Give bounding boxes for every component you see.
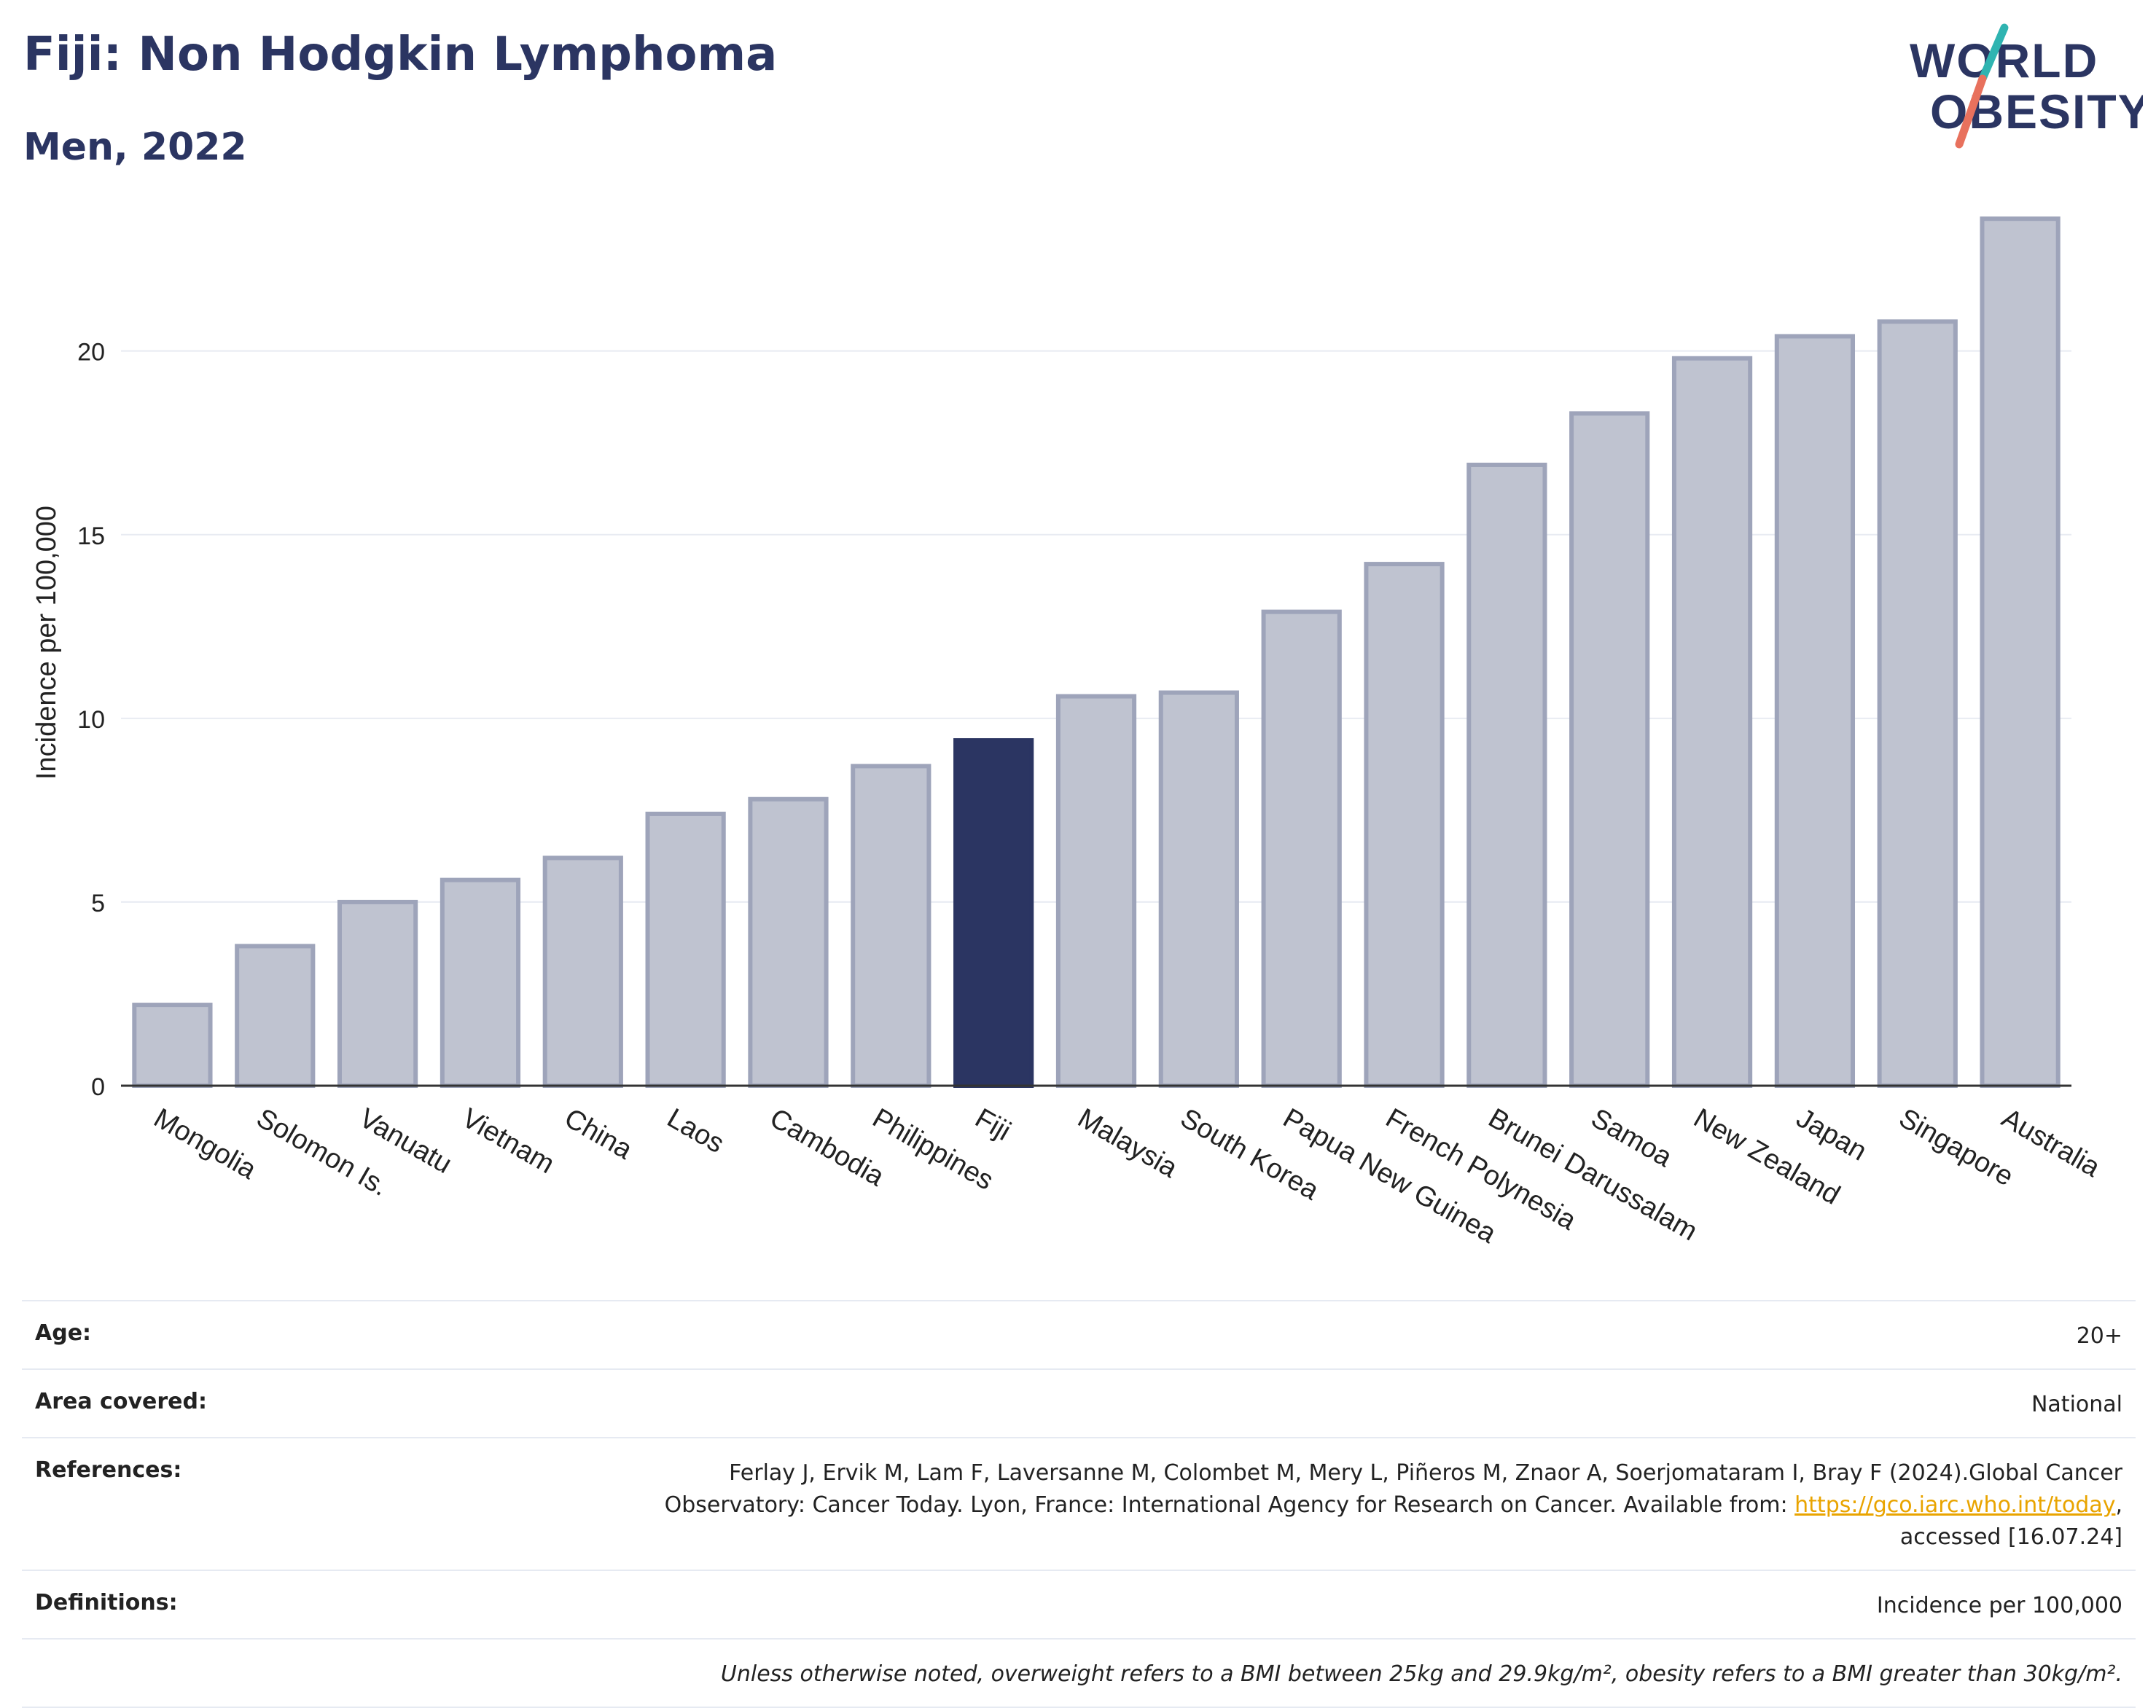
bar-papua-new-guinea[interactable] — [1261, 609, 1342, 1088]
bar-japan[interactable] — [1774, 334, 1856, 1088]
y-tick-label: 20 — [77, 339, 105, 367]
bar-laos[interactable] — [645, 811, 726, 1089]
x-tick-label: Mongolia — [149, 1102, 262, 1186]
bar-samoa[interactable] — [1569, 411, 1650, 1088]
page-title: Fiji: Non Hodgkin Lymphoma — [23, 28, 778, 82]
bar-vanuatu[interactable] — [337, 899, 418, 1089]
meta-row-area: Area covered: National — [22, 1368, 2136, 1437]
y-tick-label: 15 — [77, 522, 105, 550]
bar-vietnam[interactable] — [440, 877, 521, 1089]
bar-australia[interactable] — [1980, 216, 2061, 1089]
age-label: Age: — [35, 1320, 92, 1346]
bar-mongolia[interactable] — [132, 1003, 213, 1089]
meta-row-definitions: Definitions: Incidence per 100,000 — [22, 1570, 2136, 1638]
bar-singapore[interactable] — [1877, 319, 1958, 1088]
meta-row-references: References: Ferlay J, Ervik M, Lam F, La… — [22, 1437, 2136, 1570]
references-text-2: Observatory: Cancer Today. Lyon, France:… — [664, 1492, 1795, 1518]
logo-text-world: WORLD — [1910, 34, 2098, 87]
y-tick-label: 5 — [91, 890, 105, 917]
area-value: National — [2031, 1392, 2122, 1417]
meta-row-note: Unless otherwise noted, overweight refer… — [22, 1638, 2136, 1708]
bar-china[interactable] — [542, 855, 623, 1089]
references-text-3: accessed [16.07.24] — [1899, 1524, 2122, 1550]
page-subtitle: Men, 2022 — [23, 125, 247, 169]
age-value: 20+ — [2076, 1323, 2122, 1349]
bars — [132, 216, 2061, 1089]
bar-fiji[interactable] — [953, 738, 1034, 1088]
bar-south-korea[interactable] — [1158, 690, 1239, 1088]
bar-philippines[interactable] — [851, 764, 931, 1088]
area-label: Area covered: — [35, 1389, 207, 1414]
meta-row-age: Age: 20+ — [22, 1300, 2136, 1368]
definitions-value: Incidence per 100,000 — [1876, 1593, 2122, 1618]
references-link[interactable]: https://gco.iarc.who.int/today — [1794, 1492, 2116, 1518]
definitions-label: Definitions: — [35, 1590, 178, 1615]
bar-cambodia[interactable] — [748, 796, 829, 1088]
references-text-after-link: , — [2115, 1492, 2122, 1518]
x-tick-label: Fiji — [970, 1102, 1016, 1147]
world-obesity-logo: WORLD OBESITY — [1910, 23, 2143, 149]
x-tick-label: Vietnam — [456, 1102, 559, 1180]
references-text-1: Ferlay J, Ervik M, Lam F, Laversanne M, … — [729, 1460, 2122, 1486]
y-tick-label: 0 — [91, 1073, 105, 1101]
x-tick-label: Laos — [662, 1102, 729, 1159]
x-tick-label: Singapore — [1894, 1102, 2018, 1192]
bmi-note: Unless otherwise noted, overweight refer… — [720, 1661, 2122, 1687]
logo-slash-top — [1978, 23, 2009, 83]
x-tick-label: Japan — [1791, 1102, 1872, 1167]
references-label: References: — [35, 1457, 182, 1483]
bar-new-zealand[interactable] — [1671, 356, 1753, 1088]
references-value: Ferlay J, Ervik M, Lam F, Laversanne M, … — [665, 1457, 2122, 1554]
x-tick-label: Cambodia — [765, 1102, 890, 1192]
metadata-table: Age: 20+ Area covered: National Referenc… — [22, 1300, 2136, 1708]
bar-french-polynesia[interactable] — [1364, 562, 1445, 1088]
bar-malaysia[interactable] — [1055, 694, 1137, 1088]
bar-brunei-darussalam[interactable] — [1466, 462, 1547, 1089]
y-axis-label: Incidence per 100,000 — [31, 506, 62, 780]
y-tick-label: 10 — [77, 706, 105, 734]
x-tick-label: Malaysia — [1073, 1102, 1184, 1184]
x-tick-label: China — [559, 1102, 638, 1165]
bar-solomon-is-[interactable] — [235, 944, 316, 1088]
logo-slash-bottom — [1955, 74, 1987, 149]
